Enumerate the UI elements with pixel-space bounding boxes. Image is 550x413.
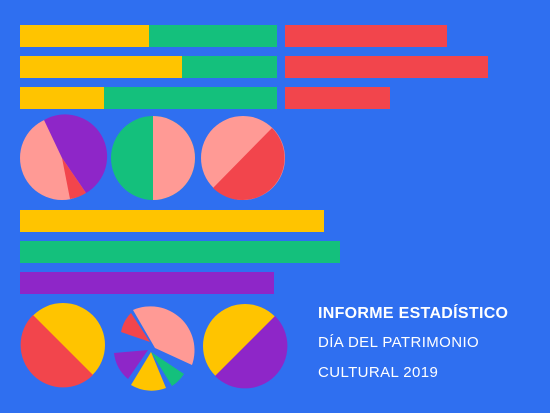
bar-3-green <box>104 87 277 109</box>
top-bar-group <box>20 25 488 109</box>
bar-1-yellow <box>20 25 149 47</box>
bar-3-yellow <box>20 87 104 109</box>
report-subtitle-line-2: CULTURAL 2019 <box>318 364 439 381</box>
report-title-block: INFORME ESTADÍSTICO DÍA DEL PATRIMONIO C… <box>318 302 543 386</box>
bar-2-yellow <box>20 56 182 78</box>
pie-2 <box>111 116 195 200</box>
bar-1-red <box>285 25 447 47</box>
pie-4 <box>20 303 105 388</box>
pie-row-1 <box>20 114 285 201</box>
bar-2-green <box>182 56 277 78</box>
report-subtitle-line-1: DÍA DEL PATRIMONIO <box>318 334 480 351</box>
middle-bar-group <box>20 210 340 294</box>
pie-5-exploded <box>114 306 195 391</box>
bar-3-red <box>285 87 390 109</box>
bar-4-yellow <box>20 210 324 232</box>
bar-6-purple <box>20 272 274 294</box>
report-title: INFORME ESTADÍSTICO <box>318 305 509 322</box>
bar-1-green <box>149 25 277 47</box>
bar-2-red <box>285 56 488 78</box>
bar-5-green <box>20 241 340 263</box>
pie-row-2 <box>20 303 288 391</box>
pie-1 <box>20 114 108 200</box>
pie-3 <box>201 116 285 201</box>
pie-6 <box>203 304 288 389</box>
